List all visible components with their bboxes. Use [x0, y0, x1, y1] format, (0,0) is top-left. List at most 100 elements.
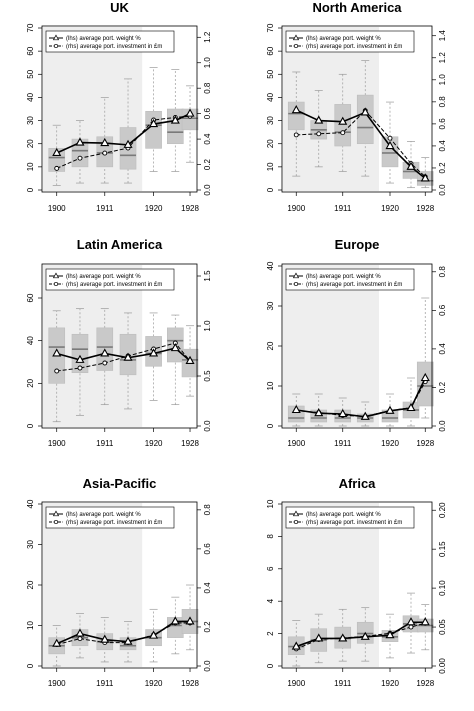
legend-label-lhs: (lhs) average port. weight % — [306, 512, 381, 518]
series-point-rhs — [340, 130, 346, 136]
series-point-lhs — [314, 115, 324, 124]
legend-label-lhs: (lhs) average port. weight % — [306, 274, 381, 280]
x-tick-label: 1928 — [181, 439, 199, 448]
legend-label-rhs: (rhs) average port. investment in £m — [306, 520, 402, 526]
series-point-lhs — [291, 404, 301, 414]
left-tick-label: 0 — [26, 423, 35, 428]
legend-box — [285, 30, 415, 53]
right-tick-label: 1.5 — [203, 270, 212, 282]
legend-marker-lhs — [52, 272, 60, 279]
series-point-lhs — [149, 348, 159, 357]
left-tick-label: 0 — [266, 423, 275, 428]
left-tick-label: 30 — [26, 116, 35, 125]
right-tick-label: 0.8 — [203, 504, 212, 516]
x-tick-label: 1900 — [287, 204, 305, 213]
right-tick-label: 0.8 — [203, 82, 212, 94]
series-point-lhs — [291, 641, 301, 650]
legend: (lhs) average port. weight % (rhs) averag… — [45, 506, 175, 529]
left-tick-label: 70 — [266, 23, 275, 32]
x-tick-label: 1911 — [334, 679, 352, 688]
right-tick-label: 0.6 — [438, 304, 447, 316]
series-point-rhs — [77, 155, 83, 161]
right-tick-label: 0.15 — [438, 541, 447, 557]
left-tick-label: 60 — [26, 293, 35, 302]
right-tick-label: 0.00 — [438, 658, 447, 674]
series-point-lhs — [75, 354, 85, 363]
series-point-lhs — [123, 139, 133, 148]
chart-panel: Latin America 0 20 40 60 0.0 0.5 1.0 1.5 1900 1911… — [26, 237, 212, 448]
right-tick-label: 0.6 — [438, 118, 447, 130]
series-point-rhs — [387, 135, 393, 141]
right-tick-label: 0.0 — [438, 184, 447, 196]
series-point-lhs — [185, 355, 195, 364]
series-point-rhs — [316, 131, 322, 137]
left-tick-label: 40 — [26, 336, 35, 345]
box — [356, 94, 374, 145]
legend-box — [45, 506, 175, 529]
left-tick-label: 70 — [26, 23, 35, 32]
legend: (lhs) average port. weight % (rhs) averag… — [45, 30, 175, 53]
chart-title: North America — [312, 0, 402, 15]
series-point-rhs — [54, 165, 60, 171]
left-tick-label: 60 — [266, 46, 275, 55]
left-tick-label: 50 — [26, 69, 35, 78]
right-tick-label: 0.0 — [203, 420, 212, 432]
series-point-lhs — [420, 617, 430, 626]
right-tick-label: 0.2 — [438, 381, 447, 393]
x-tick-label: 1900 — [48, 679, 66, 688]
series-point-lhs — [385, 140, 395, 150]
right-tick-label: 0.4 — [203, 133, 212, 145]
legend-marker-lhs — [52, 34, 60, 41]
chart-title: Europe — [335, 237, 380, 252]
series-point-lhs — [149, 118, 159, 128]
x-tick-label: 1920 — [381, 679, 399, 688]
chart-title: Latin America — [77, 237, 163, 252]
series-point-lhs — [360, 411, 370, 420]
legend-label-rhs: (rhs) average port. investment in £m — [66, 282, 162, 288]
right-tick-label: 0.05 — [438, 619, 447, 635]
left-tick-label: 30 — [266, 301, 275, 310]
series-point-rhs — [102, 150, 108, 156]
right-tick-label: 1.0 — [203, 320, 212, 332]
right-tick-label: 0.4 — [438, 343, 447, 355]
legend-marker-rhs — [293, 281, 299, 287]
left-tick-label: 30 — [266, 116, 275, 125]
series-point-lhs — [75, 137, 85, 146]
series-point-lhs — [100, 348, 110, 357]
plot-frame — [41, 25, 198, 193]
x-tick-label: 1928 — [181, 679, 199, 688]
legend-marker-lhs — [52, 510, 60, 517]
series-point-rhs — [102, 360, 108, 366]
series-point-lhs — [314, 633, 324, 642]
series-point-lhs — [75, 628, 85, 637]
chart-title: UK — [110, 0, 129, 15]
left-tick-label: 40 — [26, 499, 35, 508]
left-tick-label: 0 — [26, 187, 35, 192]
series-point-lhs — [100, 634, 110, 643]
series-point-lhs — [385, 405, 395, 414]
box — [287, 101, 305, 131]
series-point-lhs — [338, 116, 348, 125]
x-tick-label: 1920 — [145, 679, 163, 688]
left-tick-label: 10 — [26, 162, 35, 171]
chart-title: Asia-Pacific — [83, 476, 157, 491]
x-tick-label: 1911 — [96, 439, 114, 448]
legend-label-rhs: (rhs) average port. investment in £m — [66, 44, 162, 50]
legend-box — [285, 506, 415, 529]
left-tick-label: 0 — [26, 663, 35, 668]
legend-marker-lhs — [292, 34, 300, 41]
legend-marker-rhs — [293, 519, 299, 525]
right-tick-label: 0.20 — [438, 502, 447, 518]
left-tick-label: 10 — [266, 381, 275, 390]
x-tick-label: 1911 — [334, 204, 352, 213]
x-tick-label: 1920 — [381, 204, 399, 213]
plot-frame — [41, 263, 198, 429]
right-tick-label: 0.0 — [438, 420, 447, 432]
left-tick-label: 50 — [266, 69, 275, 78]
series-point-lhs — [360, 631, 370, 640]
chart-panel: Africa 0 2 4 6 8 10 0.00 0.05 0.10 0.15 0.20 1900 191… — [266, 476, 447, 688]
left-tick-label: 10 — [266, 499, 275, 508]
series-point-lhs — [100, 137, 110, 147]
legend: (lhs) average port. weight % (rhs) averag… — [285, 506, 415, 529]
